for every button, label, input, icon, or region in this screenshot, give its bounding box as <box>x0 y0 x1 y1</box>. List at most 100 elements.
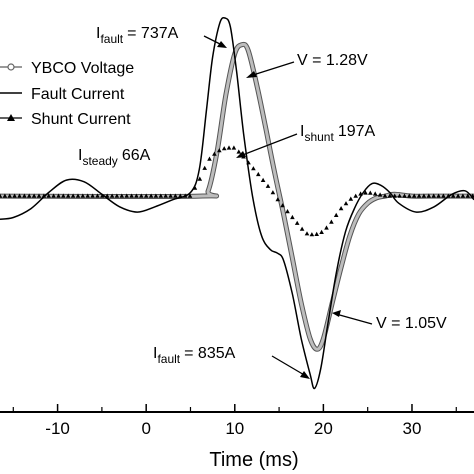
shunt-current-marker <box>275 197 281 202</box>
legend-label-fault-current: Fault Current <box>31 86 125 103</box>
shunt-current-marker <box>100 193 105 198</box>
annotation-i-fault-top-text: Ifault = 737A <box>96 25 179 46</box>
annotation-i-shunt-sub: shunt <box>304 130 334 144</box>
x-tick-label: 30 <box>403 419 422 438</box>
legend-label-ybco-voltage: YBCO Voltage <box>31 60 134 77</box>
series-ybco-voltage-line <box>0 42 474 351</box>
annotation-i-fault-top-arrowhead <box>217 41 227 48</box>
annotation-i-steady-sub: steady <box>82 154 117 168</box>
annotation-i-fault-bottom-text: Ifault = 835A <box>153 345 236 366</box>
shunt-current-marker <box>343 201 349 206</box>
shunt-current-marker <box>197 176 203 181</box>
annotation-i-fault-top-value: = 737A <box>127 25 178 42</box>
annotation-i-fault-bottom-arrowhead <box>300 371 310 379</box>
shunt-current-marker <box>61 193 66 198</box>
shunt-current-marker <box>36 193 42 198</box>
legend-marker-shunt-current <box>7 114 15 121</box>
annotation-i-shunt-base: I <box>300 123 304 140</box>
shunt-current-marker <box>12 193 17 198</box>
annotation-i-steady-value: 66A <box>122 147 151 164</box>
shunt-current-marker <box>309 232 315 237</box>
annotation-v-bottom-text: V = 1.05V <box>376 315 447 332</box>
shunt-current-marker <box>260 177 266 182</box>
annotation-v-top-text: V = 1.28V <box>297 52 368 69</box>
shunt-current-marker <box>251 166 256 171</box>
shunt-current-marker <box>109 193 115 198</box>
x-tick-label: 20 <box>314 419 333 438</box>
legend-item-ybco-voltage: YBCO Voltage <box>0 60 134 77</box>
annotation-i-fault-bottom-arrow <box>271 355 307 377</box>
shunt-current-marker <box>139 193 144 198</box>
series-layer <box>0 16 474 390</box>
annotation-v-top: V = 1.28V <box>246 52 368 78</box>
shunt-current-marker <box>324 225 329 230</box>
shunt-current-marker <box>387 193 393 198</box>
shunt-current-marker <box>382 193 388 198</box>
x-tick-label: -10 <box>45 419 70 438</box>
shunt-current-marker <box>265 183 271 188</box>
shunt-current-marker <box>431 193 436 198</box>
shunt-current-marker <box>207 156 212 161</box>
series-fault-current-line <box>0 16 474 390</box>
shunt-current-marker <box>402 193 407 198</box>
shunt-current-marker <box>280 203 285 208</box>
shunt-current-marker <box>348 196 354 201</box>
shunt-current-marker <box>119 193 125 198</box>
shunt-current-marker <box>129 193 134 198</box>
shunt-current-marker <box>426 193 432 198</box>
shunt-current-marker <box>158 193 164 198</box>
shunt-current-marker <box>363 190 368 195</box>
shunt-current-marker <box>294 220 300 225</box>
shunt-current-marker <box>212 151 217 156</box>
shunt-current-marker <box>338 206 344 211</box>
legend: YBCO Voltage Fault Current Shunt Current <box>0 60 134 128</box>
shunt-current-marker <box>411 193 417 198</box>
annotation-i-shunt-text: Ishunt 197A <box>300 123 376 144</box>
shunt-current-marker <box>26 193 32 198</box>
x-ticks: -10 0 10 20 30 <box>12 404 457 438</box>
shunt-current-marker <box>202 165 207 170</box>
shunt-current-marker <box>397 193 402 198</box>
annotation-v-bottom-arrow <box>335 313 373 325</box>
shunt-current-marker <box>56 193 61 198</box>
shunt-current-marker <box>95 193 100 198</box>
shunt-current-marker <box>187 193 193 198</box>
annotation-i-fault-bottom-value: = 835A <box>184 345 235 362</box>
legend-marker-ybco-voltage <box>7 63 15 71</box>
shunt-current-marker <box>17 193 22 198</box>
x-tick-label: 10 <box>225 419 244 438</box>
shunt-current-marker <box>168 193 173 198</box>
annotation-i-fault-top: Ifault = 737A <box>96 25 227 48</box>
shunt-current-marker <box>392 193 397 198</box>
shunt-current-marker <box>270 190 276 195</box>
shunt-current-marker <box>90 193 95 198</box>
annotation-i-steady-base: I <box>78 147 82 164</box>
shunt-current-marker <box>173 193 178 198</box>
annotation-i-fault-bottom: Ifault = 835A <box>153 345 310 379</box>
shunt-current-marker <box>290 214 295 220</box>
shunt-current-marker <box>46 193 51 198</box>
shunt-current-marker <box>22 193 27 198</box>
shunt-current-marker <box>372 191 378 196</box>
shunt-current-marker <box>416 193 422 198</box>
shunt-current-marker <box>134 193 139 198</box>
shunt-current-marker <box>285 209 290 214</box>
legend-label-shunt-current: Shunt Current <box>31 111 131 128</box>
shunt-current-marker <box>314 231 319 236</box>
shunt-current-marker <box>460 193 466 198</box>
shunt-current-marker <box>353 193 358 198</box>
x-tick-label: 0 <box>141 419 150 438</box>
annotation-v-bottom: V = 1.05V <box>332 310 447 332</box>
shunt-current-marker <box>446 193 451 198</box>
legend-item-fault-current: Fault Current <box>0 86 125 103</box>
shunt-current-marker <box>221 146 227 151</box>
legend-item-shunt-current: Shunt Current <box>0 111 131 128</box>
shunt-current-marker <box>465 193 471 198</box>
shunt-current-marker <box>304 231 310 236</box>
shunt-current-marker <box>329 219 334 224</box>
shunt-current-marker <box>153 193 159 198</box>
shunt-current-marker <box>407 193 412 198</box>
annotation-v-top-arrow <box>249 61 295 77</box>
shunt-current-marker <box>421 193 427 198</box>
shunt-current-marker <box>333 212 339 217</box>
